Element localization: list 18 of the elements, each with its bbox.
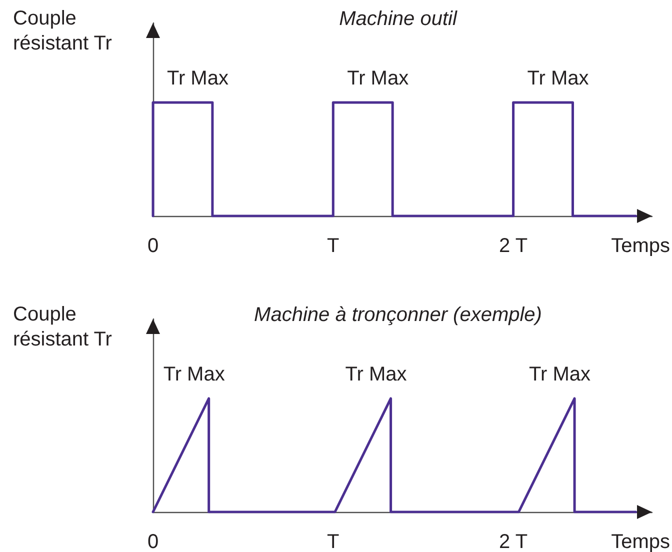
x-tick-label: 0 [147, 531, 159, 552]
annotation: Tr Max [529, 363, 591, 386]
annotation: Tr Max [527, 67, 589, 90]
annotation: Tr Max [345, 363, 407, 386]
x-tick-label: T [327, 235, 340, 257]
annotation: Tr Max [347, 67, 409, 90]
annotation: Tr Max [166, 67, 228, 90]
annotation: Tr Max [163, 363, 225, 386]
x-tick-label: 0 [147, 235, 159, 257]
x-tick-label: T [327, 531, 340, 552]
chart-title: Machine outil [339, 8, 458, 30]
x-axis-title: Temps [611, 235, 670, 257]
y-axis-title: Couple résistant Tr [13, 304, 112, 350]
x-tick-label: 2 T [499, 235, 528, 257]
chart-title: Machine à tronçonner (exemple) [254, 304, 542, 326]
x-tick-label: 2 T [499, 531, 528, 552]
x-axis-title: Temps [611, 531, 670, 552]
y-axis-title: Couple résistant Tr [13, 8, 112, 54]
